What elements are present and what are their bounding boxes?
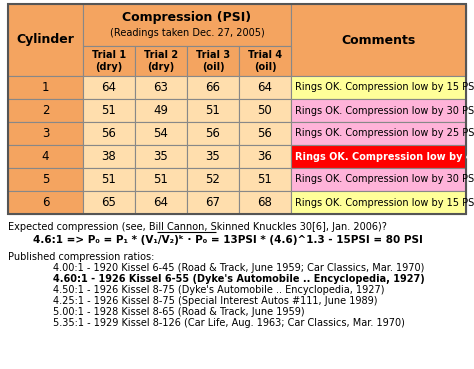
Text: 51: 51 <box>257 173 273 186</box>
Bar <box>8 4 466 214</box>
Text: 65: 65 <box>101 196 117 209</box>
Bar <box>8 76 83 99</box>
Text: Rings OK. Compression low by 45 PSI!: Rings OK. Compression low by 45 PSI! <box>295 152 474 162</box>
Text: 1: 1 <box>42 81 49 94</box>
Text: Rings OK. Compression low by 15 PSI.: Rings OK. Compression low by 15 PSI. <box>295 197 474 207</box>
Text: 6: 6 <box>42 196 49 209</box>
Text: 35: 35 <box>206 150 220 163</box>
Text: 38: 38 <box>101 150 117 163</box>
Text: 51: 51 <box>206 104 220 117</box>
Text: 4.6:1 => P₀ = P₁ * (V₁/V₂)ᵏ · P₀ = 13PSI * (4.6)^1.3 - 15PSI = 80 PSI: 4.6:1 => P₀ = P₁ * (V₁/V₂)ᵏ · P₀ = 13PSI… <box>33 235 423 245</box>
Text: 4.00:1 - 1920 Kissel 6-45 (Road & Track, June 1959; Car Classics, Mar. 1970): 4.00:1 - 1920 Kissel 6-45 (Road & Track,… <box>53 263 424 273</box>
Bar <box>83 4 291 46</box>
Bar <box>83 99 135 122</box>
Bar <box>187 122 239 145</box>
Text: 64: 64 <box>154 196 168 209</box>
Text: 56: 56 <box>257 127 273 140</box>
Text: (Readings taken Dec. 27, 2005): (Readings taken Dec. 27, 2005) <box>109 28 264 38</box>
Bar <box>8 4 466 76</box>
Text: Trial 1
(dry): Trial 1 (dry) <box>92 50 126 72</box>
Bar <box>239 191 291 214</box>
Bar <box>135 76 187 99</box>
Bar <box>83 191 135 214</box>
Bar <box>83 76 135 99</box>
Bar <box>291 4 466 76</box>
Bar <box>135 99 187 122</box>
Bar <box>135 191 187 214</box>
Text: 52: 52 <box>206 173 220 186</box>
Text: 4.25:1 - 1926 Kissel 8-75 (Special Interest Autos #111, June 1989): 4.25:1 - 1926 Kissel 8-75 (Special Inter… <box>53 296 377 306</box>
Text: 4: 4 <box>42 150 49 163</box>
Bar <box>291 191 466 214</box>
Bar <box>8 191 83 214</box>
Text: 3: 3 <box>42 127 49 140</box>
Text: Published compression ratios:: Published compression ratios: <box>8 252 155 262</box>
Bar <box>187 99 239 122</box>
Bar <box>187 191 239 214</box>
Bar <box>8 168 83 191</box>
Text: 67: 67 <box>206 196 220 209</box>
Text: Rings OK. Compression low by 30 PSI.: Rings OK. Compression low by 30 PSI. <box>295 175 474 184</box>
Bar <box>8 122 83 145</box>
Text: 49: 49 <box>154 104 168 117</box>
Text: 51: 51 <box>101 104 117 117</box>
Text: 5.00:1 - 1928 Kissel 8-65 (Road & Track, June 1959): 5.00:1 - 1928 Kissel 8-65 (Road & Track,… <box>53 307 305 317</box>
Text: 4.50:1 - 1926 Kissel 8-75 (Dyke's Automobile .. Encyclopedia, 1927): 4.50:1 - 1926 Kissel 8-75 (Dyke's Automo… <box>53 285 384 295</box>
Text: Expected compression (see, Bill Cannon, Skinned Knuckles 30[6], Jan. 2006)?: Expected compression (see, Bill Cannon, … <box>8 222 387 232</box>
Bar <box>8 99 83 122</box>
Bar <box>187 168 239 191</box>
Text: Cylinder: Cylinder <box>17 34 74 46</box>
Text: 64: 64 <box>257 81 273 94</box>
Bar <box>291 99 466 122</box>
Bar <box>135 168 187 191</box>
Bar <box>135 122 187 145</box>
Bar <box>239 76 291 99</box>
Bar <box>83 145 135 168</box>
Bar <box>239 122 291 145</box>
Bar <box>291 76 466 99</box>
Text: 63: 63 <box>154 81 168 94</box>
Text: 54: 54 <box>154 127 168 140</box>
Text: 5.35:1 - 1929 Kissel 8-126 (Car Life, Aug. 1963; Car Classics, Mar. 1970): 5.35:1 - 1929 Kissel 8-126 (Car Life, Au… <box>53 318 405 328</box>
Text: 35: 35 <box>154 150 168 163</box>
Text: 66: 66 <box>206 81 220 94</box>
Text: Rings OK. Compression low by 15 PSI.: Rings OK. Compression low by 15 PSI. <box>295 83 474 93</box>
Bar <box>239 46 291 76</box>
Bar <box>83 46 135 76</box>
Text: Rings OK. Compression low by 25 PSI.: Rings OK. Compression low by 25 PSI. <box>295 128 474 138</box>
Text: 51: 51 <box>154 173 168 186</box>
Text: 51: 51 <box>101 173 117 186</box>
Bar <box>291 145 466 168</box>
Bar <box>135 145 187 168</box>
Text: 56: 56 <box>101 127 117 140</box>
Bar <box>8 4 83 76</box>
Bar <box>135 46 187 76</box>
Bar <box>83 168 135 191</box>
Text: 36: 36 <box>257 150 273 163</box>
Text: 2: 2 <box>42 104 49 117</box>
Text: Rings OK. Compression low by 30 PSI.: Rings OK. Compression low by 30 PSI. <box>295 106 474 115</box>
Bar <box>291 168 466 191</box>
Bar <box>239 145 291 168</box>
Bar <box>83 122 135 145</box>
Text: 5: 5 <box>42 173 49 186</box>
Bar <box>187 145 239 168</box>
Bar <box>239 168 291 191</box>
Text: Compression (PSI): Compression (PSI) <box>122 11 252 24</box>
Bar <box>187 76 239 99</box>
Text: Trial 4
(oil): Trial 4 (oil) <box>248 50 282 72</box>
Text: 50: 50 <box>258 104 273 117</box>
Text: Comments: Comments <box>341 34 416 46</box>
Text: Trial 2
(dry): Trial 2 (dry) <box>144 50 178 72</box>
Bar <box>187 46 239 76</box>
Bar <box>239 99 291 122</box>
Bar <box>291 122 466 145</box>
Text: 4.60:1 - 1926 Kissel 6-55 (Dyke's Automobile .. Encyclopedia, 1927): 4.60:1 - 1926 Kissel 6-55 (Dyke's Automo… <box>53 274 425 284</box>
Text: Trial 3
(oil): Trial 3 (oil) <box>196 50 230 72</box>
Text: 64: 64 <box>101 81 117 94</box>
Bar <box>8 145 83 168</box>
Text: 56: 56 <box>206 127 220 140</box>
Text: 68: 68 <box>257 196 273 209</box>
